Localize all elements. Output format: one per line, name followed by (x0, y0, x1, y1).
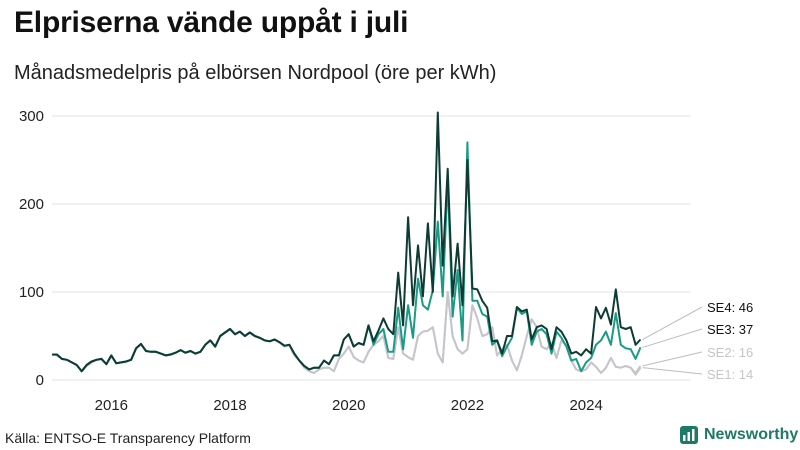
label-connector (642, 367, 703, 375)
y-tick-label: 300 (19, 108, 44, 125)
chart-subtitle: Månadsmedelpris på elbörsen Nordpool (ör… (14, 62, 497, 84)
series-line-se1 (51, 291, 642, 376)
x-axis-ticks: 2016 2018 2020 2022 2024 (95, 397, 603, 414)
series-end-labels: SE1: 14 SE2: 16 SE3: 37 SE4: 46 (642, 300, 753, 382)
series-line-se4 (52, 111, 642, 373)
series-lines (51, 111, 642, 376)
series-label-se2: SE2: 16 (707, 345, 753, 360)
x-tick-label: 2018 (213, 397, 246, 414)
x-tick-label: 2022 (451, 397, 484, 414)
grid-lines (52, 115, 690, 381)
x-tick-label: 2024 (569, 397, 602, 414)
series-label-se3: SE3: 37 (707, 322, 753, 337)
x-tick-label: 2020 (332, 397, 365, 414)
y-tick-label: 0 (36, 372, 44, 389)
source-note: Källa: ENTSO-E Transparency Platform (5, 430, 251, 446)
x-tick-label: 2016 (95, 397, 128, 414)
series-label-se1: SE1: 14 (707, 367, 753, 382)
chart-title: Elpriserna vände uppåt i juli (14, 6, 409, 39)
newsworthy-icon (680, 426, 698, 444)
brand-name: Newsworthy (704, 426, 799, 443)
label-connector (642, 328, 703, 348)
brand-logo: Newsworthy (680, 426, 798, 444)
label-connector (642, 306, 703, 340)
series-line-se2 (51, 291, 642, 374)
y-tick-label: 200 (19, 196, 44, 213)
y-axis-ticks: 0 100 200 300 (19, 108, 44, 389)
y-tick-label: 100 (19, 284, 44, 301)
series-label-se4: SE4: 46 (707, 300, 753, 315)
label-connector (642, 351, 703, 367)
